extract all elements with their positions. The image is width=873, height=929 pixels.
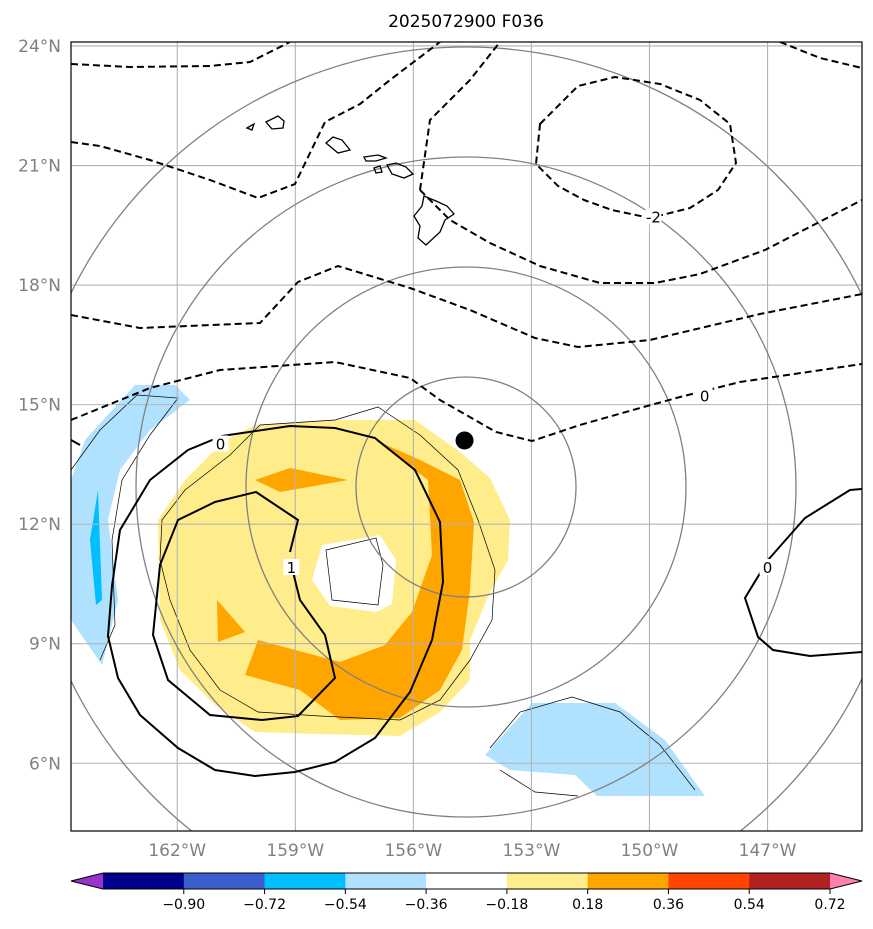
- contour-label: -2: [646, 208, 661, 226]
- colorbar-segment: [183, 873, 266, 889]
- longitude-labels: 162°W 159°W 156°W 153°W 150°W 147°W: [148, 841, 796, 861]
- lat-tick-label: 24°N: [18, 37, 61, 57]
- shading-negative-0.36: [90, 490, 102, 605]
- lat-tick-label: 21°N: [18, 157, 61, 177]
- lat-tick-label: 15°N: [18, 396, 61, 416]
- range-rings: [71, 46, 862, 831]
- contour-label: 0: [763, 559, 773, 577]
- lon-tick-label: 150°W: [621, 841, 679, 861]
- colorbar-outline: [70, 872, 863, 890]
- latitude-labels: 6°N 9°N 12°N 15°N 18°N 21°N 24°N: [18, 37, 61, 774]
- lat-tick-label: 18°N: [18, 276, 61, 296]
- map-frame: [70, 41, 863, 832]
- storm-center-marker: [455, 431, 474, 450]
- contour-label: 0: [700, 388, 710, 406]
- contour-label: 0: [216, 435, 226, 453]
- colorbar-tick-label: 0.36: [653, 897, 684, 913]
- contour-label-bg: [283, 559, 300, 575]
- figure-title: 2025072900 F036: [388, 12, 544, 32]
- colorbar-segment: [103, 873, 185, 889]
- contour-label: 1: [287, 559, 297, 577]
- colorbar-tick-label: −0.54: [324, 897, 367, 913]
- solid-contours: [71, 424, 862, 778]
- lon-tick-label: 153°W: [503, 841, 561, 861]
- contour-label-bg: [645, 208, 662, 225]
- colorbar: −0.90 −0.72 −0.54 −0.36 −0.18 0.18 0.36 0.54 0.7…: [70, 872, 863, 913]
- shading-minimum-hole: [312, 535, 396, 612]
- colorbar-tick-label: −0.36: [405, 897, 448, 913]
- coastlines: [245, 115, 455, 246]
- colorbar-tick-label: 0.72: [814, 897, 845, 913]
- colorbar-extend-high: [830, 873, 862, 889]
- colorbar-segment: [345, 873, 427, 889]
- colorbar-tick-label: 0.54: [734, 897, 765, 913]
- contour-label-bg: [696, 387, 713, 404]
- colorbar-segment: [587, 873, 669, 889]
- lat-tick-label: 12°N: [18, 515, 61, 535]
- shading-outlines: [71, 394, 696, 797]
- colorbar-tick-label: −0.18: [485, 897, 528, 913]
- shading-positive-0.36: [217, 440, 474, 720]
- map-gridlines: [71, 42, 862, 831]
- lon-tick-label: 159°W: [266, 841, 324, 861]
- lon-tick-label: 147°W: [739, 841, 797, 861]
- lat-tick-label: 9°N: [29, 635, 61, 655]
- colorbar-segment: [749, 873, 831, 889]
- colorbar-tick-label: 0.18: [572, 897, 603, 913]
- lon-tick-label: 156°W: [384, 841, 442, 861]
- contour-labels: 0 0 0 1 -2: [212, 208, 776, 577]
- colorbar-segment: [668, 873, 750, 889]
- colorbar-segment: [264, 873, 346, 889]
- colorbar-segment: [426, 873, 508, 889]
- colorbar-tick-label: −0.90: [162, 897, 205, 913]
- contour-label-bg: [759, 559, 776, 575]
- colorbar-tick-label: −0.72: [243, 897, 286, 913]
- lon-tick-label: 162°W: [148, 841, 206, 861]
- dashed-contours: [71, 42, 862, 443]
- colorbar-segment: [506, 873, 589, 889]
- lat-tick-label: 6°N: [29, 754, 61, 774]
- colorbar-extend-low: [71, 873, 103, 889]
- contour-label-bg: [212, 435, 229, 452]
